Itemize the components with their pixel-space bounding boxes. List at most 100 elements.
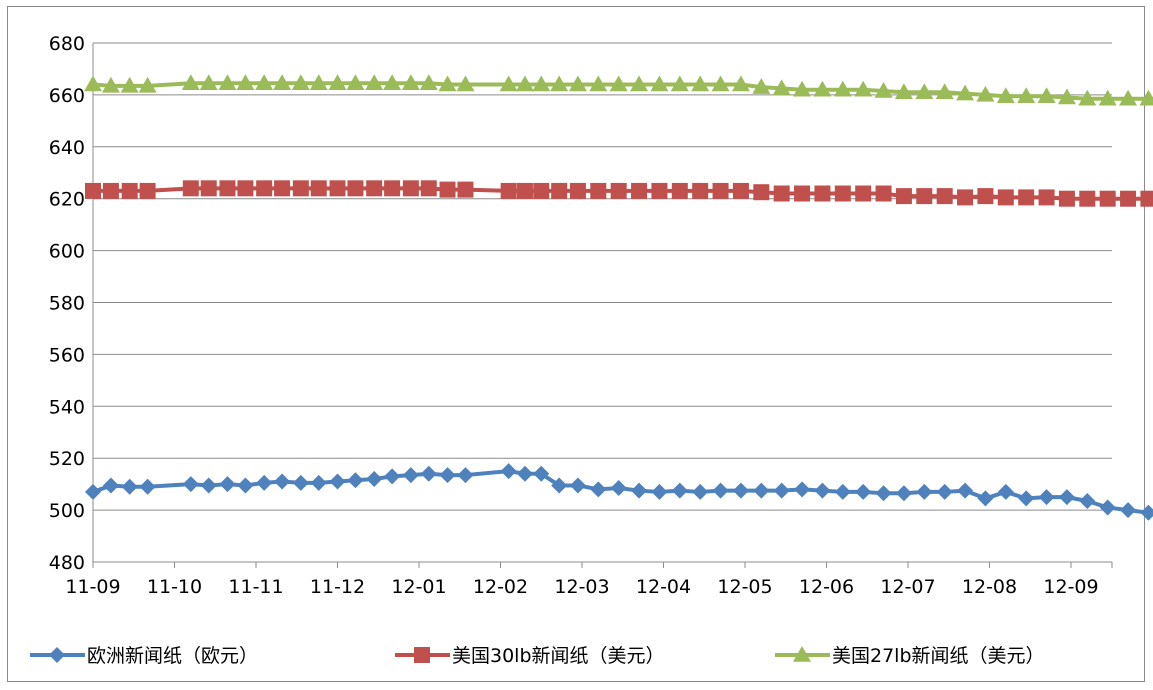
legend-label: 欧洲新闻纸（欧元） (87, 645, 258, 667)
data-point (402, 180, 419, 197)
data-point (753, 482, 770, 499)
data-point (139, 182, 156, 199)
data-point (590, 481, 607, 498)
data-point (121, 182, 138, 199)
data-point (569, 477, 586, 494)
data-point (439, 181, 456, 198)
data-point (500, 182, 517, 199)
data-point (997, 483, 1014, 500)
x-tick-label: 12-05 (717, 576, 772, 598)
data-point (500, 463, 517, 480)
y-axis: 480 500 520 540 560 580 600 620 640 660 680 (49, 33, 94, 574)
data-point (309, 74, 328, 90)
data-point (1038, 189, 1055, 206)
data-point (610, 480, 627, 497)
data-point (935, 83, 954, 100)
data-point (731, 75, 750, 92)
data-point (1058, 190, 1075, 207)
data-point (181, 74, 200, 90)
data-point (420, 180, 437, 197)
data-point (1037, 87, 1056, 103)
data-point (651, 483, 668, 500)
data-point (439, 467, 456, 484)
data-point (610, 182, 627, 199)
legend-marker (414, 647, 430, 663)
data-point (383, 74, 402, 90)
data-point (631, 482, 648, 499)
data-point (121, 478, 138, 495)
series-layer (84, 74, 1153, 521)
data-point (347, 472, 364, 489)
data-point (1057, 88, 1076, 105)
data-point (1038, 489, 1055, 506)
data-point (1079, 190, 1096, 207)
data-point (551, 477, 568, 494)
data-point (692, 483, 709, 500)
data-point (200, 477, 217, 494)
x-tick-label: 12-01 (391, 576, 446, 598)
data-point (936, 483, 953, 500)
legend-label: 美国30lb新闻纸（美元） (452, 645, 665, 667)
x-tick-label: 11-09 (65, 576, 120, 598)
data-point (977, 490, 994, 507)
data-point (1098, 89, 1117, 106)
data-point (1058, 489, 1075, 506)
data-point (218, 74, 237, 90)
y-tick-label: 540 (49, 396, 85, 418)
data-point (854, 80, 873, 97)
data-point (1079, 493, 1096, 510)
data-point (670, 75, 689, 92)
data-point (419, 74, 438, 90)
data-point (182, 476, 199, 493)
data-point (711, 75, 730, 92)
data-point (457, 467, 474, 484)
data-point (794, 185, 811, 202)
data-point (292, 180, 309, 197)
data-point (236, 74, 255, 90)
data-point (956, 84, 975, 101)
data-point (1078, 89, 1097, 106)
data-point (310, 474, 327, 491)
y-tick-label: 640 (49, 137, 85, 159)
data-point (347, 180, 364, 197)
data-point (516, 465, 533, 482)
legend-marker (49, 647, 65, 663)
y-tick-label: 560 (49, 344, 85, 366)
x-tick-label: 12-06 (799, 576, 854, 598)
data-point (1119, 89, 1138, 106)
data-point (138, 76, 157, 93)
data-point (814, 482, 831, 499)
data-point (85, 182, 101, 199)
data-point (875, 485, 892, 502)
data-point (814, 185, 831, 202)
data-point (874, 82, 893, 98)
data-point (292, 474, 309, 491)
series-2 (85, 180, 1153, 207)
data-point (1099, 499, 1116, 516)
data-point (609, 75, 628, 92)
data-point (120, 76, 139, 93)
data-point (589, 75, 608, 92)
chart-frame (7, 6, 1145, 682)
data-point (102, 477, 119, 494)
data-point (139, 478, 156, 495)
data-point (237, 180, 254, 197)
data-point (957, 189, 974, 206)
x-tick-label: 11-10 (147, 576, 202, 598)
data-point (732, 482, 749, 499)
data-point (712, 482, 729, 499)
data-point (402, 467, 419, 484)
data-point (366, 180, 383, 197)
data-point (692, 182, 709, 199)
legend-marker (793, 646, 811, 662)
data-point (630, 75, 649, 92)
y-tick-label: 480 (49, 552, 85, 574)
data-point (855, 483, 872, 500)
x-tick-label: 11-11 (228, 576, 283, 598)
data-point (438, 75, 457, 92)
data-point (550, 75, 569, 92)
data-point (834, 185, 851, 202)
data-point (691, 75, 710, 92)
legend-item: 美国27lb新闻纸（美元） (775, 645, 1045, 667)
